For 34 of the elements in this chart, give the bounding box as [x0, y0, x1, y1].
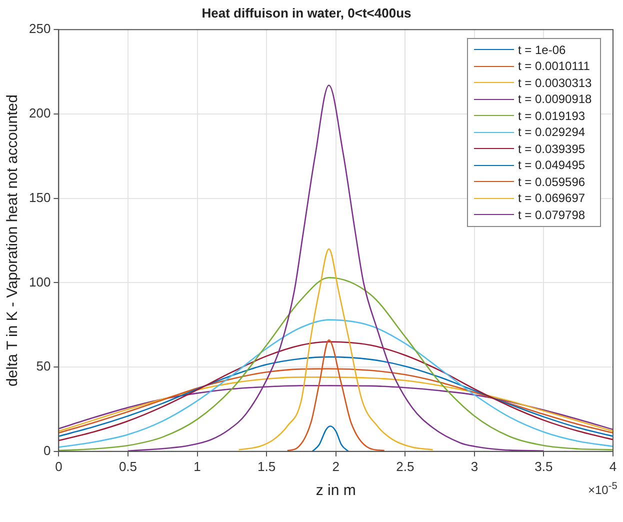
text: ×10$^{-5}$: [588, 481, 618, 498]
y-tick-label: 200: [28, 106, 51, 121]
legend-label: t = 1e-06: [518, 42, 566, 58]
x-tick-label: 0.5: [118, 458, 138, 474]
y-axis-title: delta T in K - Vaporation heat not accounted: [4, 94, 22, 386]
legend-label: t = 0.039395: [518, 140, 586, 158]
legend-label: t = 0.079798: [518, 206, 586, 224]
line-series: [312, 425, 349, 452]
x-tick-label: 1: [194, 458, 201, 474]
legend-label: t = 0.0030313: [518, 74, 592, 92]
legend-label: t = 0.0010111: [518, 58, 590, 75]
x-tick-label: 0: [55, 458, 62, 474]
legend-label: t = 0.029294: [518, 124, 586, 141]
x-tick-label: 2.5: [396, 458, 414, 474]
x-tick-label: 3: [470, 458, 478, 474]
x-tick-label: 1.5: [258, 458, 276, 474]
y-tick-label: 0: [43, 442, 51, 458]
y-tick-label: 150: [28, 190, 51, 205]
legend-label: t = 0.069697: [518, 190, 586, 207]
line-series: [58, 341, 613, 442]
x-axis-title: z in m: [316, 482, 356, 500]
chart-title: Heat diffuison in water, 0<t<400us: [202, 5, 412, 20]
line-series: [58, 319, 613, 448]
x-tick-label: 3.5: [534, 458, 553, 474]
y-tick-label: 100: [28, 274, 51, 290]
legend-label: t = 0.059596: [518, 174, 586, 190]
line-series: [58, 356, 613, 437]
legend-label: t = 0.0090918: [518, 91, 592, 108]
y-tick-label: 250: [28, 21, 51, 36]
legend-label: t = 0.019193: [518, 108, 586, 124]
x-tick-label: 2: [332, 458, 340, 474]
y-tick-label: 50: [36, 358, 51, 374]
legend-label: t = 0.049495: [518, 157, 586, 174]
x-tick-label: 4: [609, 458, 617, 474]
